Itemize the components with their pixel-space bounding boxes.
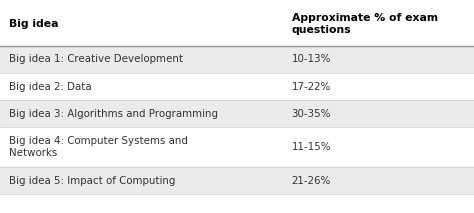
Bar	[0, 73, 474, 100]
Text: 21-26%: 21-26%	[292, 176, 331, 186]
Text: Big idea 3: Algorithms and Programming: Big idea 3: Algorithms and Programming	[9, 108, 218, 118]
Text: Big idea 2: Data: Big idea 2: Data	[9, 82, 91, 92]
Bar	[0, 46, 474, 73]
Bar	[0, 0, 474, 46]
Text: Big idea 5: Impact of Computing: Big idea 5: Impact of Computing	[9, 176, 175, 186]
Bar	[0, 167, 474, 194]
Bar	[0, 127, 474, 167]
Text: Approximate % of exam
questions: Approximate % of exam questions	[292, 13, 438, 35]
Text: 10-13%: 10-13%	[292, 55, 331, 65]
Text: 17-22%: 17-22%	[292, 82, 331, 92]
Text: Big idea 1: Creative Development: Big idea 1: Creative Development	[9, 55, 182, 65]
Text: Big idea: Big idea	[9, 19, 58, 29]
Bar	[0, 100, 474, 127]
Text: Big idea 4: Computer Systems and
Networks: Big idea 4: Computer Systems and Network…	[9, 136, 187, 158]
Text: 11-15%: 11-15%	[292, 142, 331, 152]
Text: 30-35%: 30-35%	[292, 108, 331, 118]
